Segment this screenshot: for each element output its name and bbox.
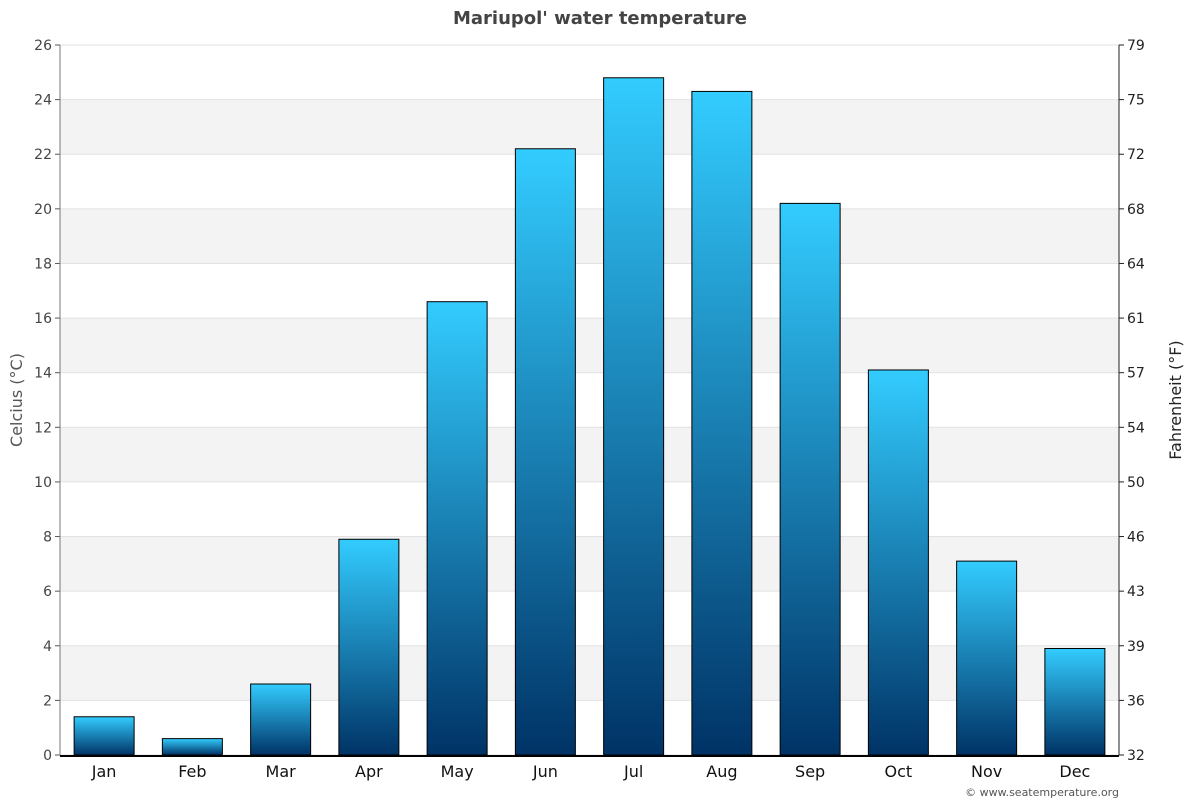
- y2-tick-label: 50: [1127, 475, 1145, 491]
- grid-band: [60, 427, 1119, 482]
- x-tick-label: Dec: [1059, 762, 1090, 781]
- y2-tick-label: 32: [1127, 748, 1145, 764]
- y-tick-label: 20: [34, 202, 52, 218]
- y2-tick-label: 72: [1127, 147, 1145, 163]
- chart-title: Mariupol' water temperature: [453, 8, 747, 29]
- y2-tick-label: 57: [1127, 366, 1145, 382]
- x-tick-label: Sep: [795, 762, 825, 781]
- y-axis-label: Celcius (°C): [7, 353, 26, 447]
- y2-tick-label: 64: [1127, 256, 1145, 272]
- y2-tick-label: 75: [1127, 93, 1145, 109]
- x-tick-label: Feb: [178, 762, 206, 781]
- x-tick-label: Jan: [91, 762, 117, 781]
- bar-jun: [514, 148, 576, 756]
- y2-axis-label: Fahrenheit (°F): [1166, 340, 1185, 459]
- y-tick-label: 16: [34, 311, 52, 327]
- x-tick-label: Jul: [623, 762, 643, 781]
- bar-jan: [73, 716, 135, 756]
- y-tick-label: 24: [34, 93, 52, 109]
- x-tick-label: Nov: [971, 762, 1002, 781]
- y-tick-label: 18: [34, 256, 52, 272]
- grid-band: [60, 208, 1119, 264]
- bar-nov: [956, 560, 1018, 756]
- x-tick-label: May: [441, 762, 474, 781]
- bar-aug: [691, 90, 753, 756]
- bar-sep: [779, 202, 841, 756]
- y-tick-label: 8: [43, 530, 52, 546]
- bar-feb: [161, 738, 223, 756]
- x-tick-label: Mar: [266, 762, 297, 781]
- y-tick-label: 14: [34, 366, 52, 382]
- bar-mar: [250, 683, 312, 756]
- y-tick-label: 6: [43, 584, 52, 600]
- y-tick-label: 26: [34, 38, 52, 54]
- grid-band: [60, 645, 1119, 701]
- bar-may: [426, 301, 488, 756]
- bar-apr: [338, 538, 400, 756]
- x-tick-label: Oct: [885, 762, 913, 781]
- x-tick-label: Apr: [355, 762, 383, 781]
- footer-credit[interactable]: © www.seatemperature.org: [965, 786, 1119, 799]
- y-tick-label: 2: [43, 693, 52, 709]
- grid-band: [60, 536, 1119, 592]
- y-tick-label: 4: [43, 639, 52, 655]
- y2-tick-label: 68: [1127, 202, 1145, 218]
- y2-tick-label: 39: [1127, 639, 1145, 655]
- grid-band: [60, 99, 1119, 155]
- x-tick-label: Aug: [706, 762, 737, 781]
- y2-tick-label: 79: [1127, 38, 1145, 54]
- y2-tick-label: 54: [1127, 420, 1145, 436]
- y-tick-label: 12: [34, 420, 52, 436]
- y-tick-label: 22: [34, 147, 52, 163]
- bar-dec: [1044, 648, 1106, 756]
- grid-band: [60, 318, 1119, 373]
- y-tick-label: 10: [34, 475, 52, 491]
- y2-tick-label: 43: [1127, 584, 1145, 600]
- bar-jul: [603, 77, 665, 756]
- bar-oct: [867, 369, 929, 756]
- y2-tick-label: 36: [1127, 693, 1145, 709]
- y2-tick-label: 61: [1127, 311, 1145, 327]
- x-tick-label: Jun: [532, 762, 558, 781]
- y2-tick-label: 46: [1127, 530, 1145, 546]
- y-tick-label: 0: [43, 748, 52, 764]
